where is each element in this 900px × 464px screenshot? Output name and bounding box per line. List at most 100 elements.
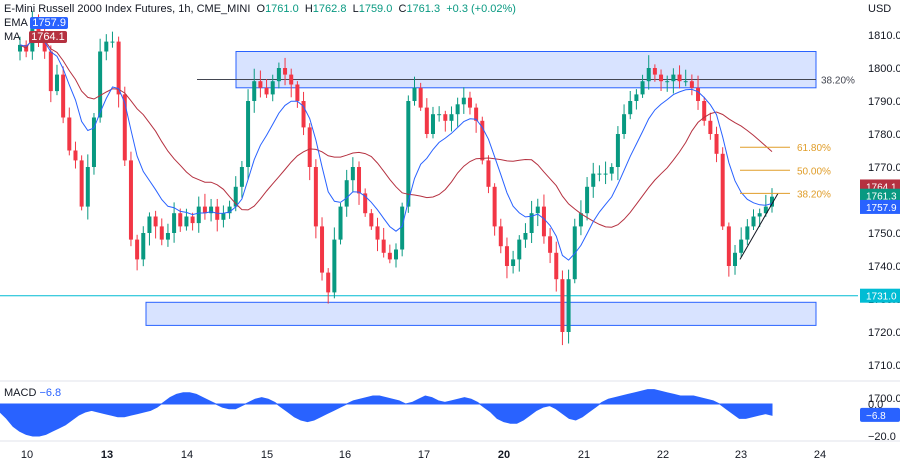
- candle-body: [585, 186, 590, 214]
- candle-body: [79, 160, 84, 207]
- candle-body: [757, 213, 762, 217]
- candle-body: [202, 206, 207, 214]
- candle-body: [178, 213, 183, 227]
- high-value: 1762.8: [312, 3, 347, 15]
- candle-body: [418, 87, 423, 108]
- price-label-badge: [860, 288, 900, 303]
- price-label-badge: [860, 188, 900, 203]
- macd-label: MACD: [4, 387, 37, 399]
- zones-layer: 38.20%: [0, 51, 858, 326]
- candle-body: [400, 206, 405, 250]
- candle-body: [141, 233, 146, 260]
- candle-body: [702, 101, 707, 121]
- candle-body: [289, 74, 294, 85]
- candle-body: [597, 173, 602, 175]
- candle-body: [498, 226, 503, 247]
- candle-body: [696, 87, 701, 101]
- candle-body: [474, 107, 479, 121]
- candle-body: [264, 87, 269, 95]
- candle-body: [147, 216, 152, 233]
- candle-body: [665, 81, 670, 83]
- candle-body: [116, 41, 121, 95]
- candle-body: [406, 101, 411, 207]
- chart-header-symbol: E-Mini Russell 2000 Index Futures, 1h, C…: [4, 3, 516, 16]
- candle-body: [128, 160, 133, 240]
- candle-body: [511, 259, 516, 266]
- x-tick-label: 21: [578, 449, 590, 461]
- candle-body: [763, 206, 768, 214]
- macd-value: −6.8: [39, 387, 62, 399]
- close-label: C: [398, 3, 407, 15]
- candle-body: [165, 233, 170, 240]
- candle-body: [85, 167, 90, 207]
- candle-body: [609, 167, 614, 174]
- low-value: 1759.0: [358, 3, 393, 15]
- candle-body: [283, 68, 288, 75]
- macd-area: [0, 389, 773, 437]
- open-value: 1761.0: [265, 3, 299, 15]
- candle-body: [233, 186, 238, 207]
- macd-value-badge-text: −6.8: [866, 411, 886, 422]
- candle-body: [467, 97, 472, 108]
- price-label-text: 1731.0: [866, 292, 897, 303]
- y-tick-label: 1800.0: [868, 63, 900, 75]
- x-tick-label: 22: [657, 449, 669, 461]
- fib-level-label: 38.20%: [797, 189, 831, 200]
- candle-body: [239, 167, 244, 187]
- ema-line: [19, 38, 773, 261]
- x-tick-label: 24: [814, 449, 826, 461]
- candle-body: [770, 196, 774, 207]
- candle-body: [461, 97, 466, 105]
- candle-body: [566, 279, 571, 332]
- x-tick-label: 17: [418, 449, 430, 461]
- candle-body: [357, 167, 362, 194]
- price-label-text: 1757.9: [866, 203, 897, 214]
- candle-body: [122, 94, 127, 161]
- candle-body: [628, 101, 633, 115]
- close-value: 1761.3: [406, 3, 441, 15]
- x-tick-label: 16: [339, 449, 351, 461]
- macd-legend[interactable]: MACD −6.8: [4, 387, 61, 400]
- indicator-lines: [19, 36, 779, 261]
- change-value: +0.3 (+0.02%): [446, 3, 516, 15]
- candle-body: [646, 68, 651, 82]
- candle-body: [258, 81, 263, 88]
- open-label: O: [256, 3, 266, 15]
- candle-body: [307, 127, 312, 167]
- candle-body: [104, 41, 109, 52]
- candle-body: [714, 134, 719, 154]
- trend-line: [739, 193, 779, 260]
- fib-level-label: 50.00%: [797, 166, 831, 177]
- candle-body: [381, 239, 386, 253]
- candle-body: [560, 279, 565, 332]
- y-tick-label: 1810.0: [868, 30, 900, 42]
- y-tick-label: 1750.0: [868, 228, 900, 240]
- candle-body: [172, 213, 177, 233]
- candle-body: [375, 226, 380, 240]
- candle-body: [42, 35, 47, 52]
- candle-body: [480, 120, 485, 161]
- candle-body: [363, 193, 368, 214]
- candle-body: [18, 44, 22, 52]
- candle-body: [295, 84, 300, 101]
- axes-layer: USD 1810.01800.01790.01780.01770.01760.0…: [0, 3, 900, 461]
- candle-body: [504, 246, 509, 266]
- candle-body: [209, 206, 214, 214]
- candle-body: [313, 167, 318, 227]
- macd-tick-label: −20.0: [868, 431, 896, 443]
- x-tick-label: 15: [261, 449, 273, 461]
- x-tick-label: 14: [181, 449, 193, 461]
- x-tick-label: 23: [735, 449, 747, 461]
- candle-body: [196, 206, 201, 224]
- ma-label: MA: [4, 31, 20, 43]
- candle-body: [320, 226, 325, 273]
- ema-legend[interactable]: EMA 1757.9: [4, 17, 68, 30]
- support-zone: [145, 301, 817, 326]
- candle-body: [387, 252, 392, 260]
- candle-body: [677, 74, 682, 82]
- ma-legend[interactable]: MA 1764.1: [4, 31, 67, 44]
- ma-line: [19, 36, 773, 228]
- candle-body: [720, 153, 725, 227]
